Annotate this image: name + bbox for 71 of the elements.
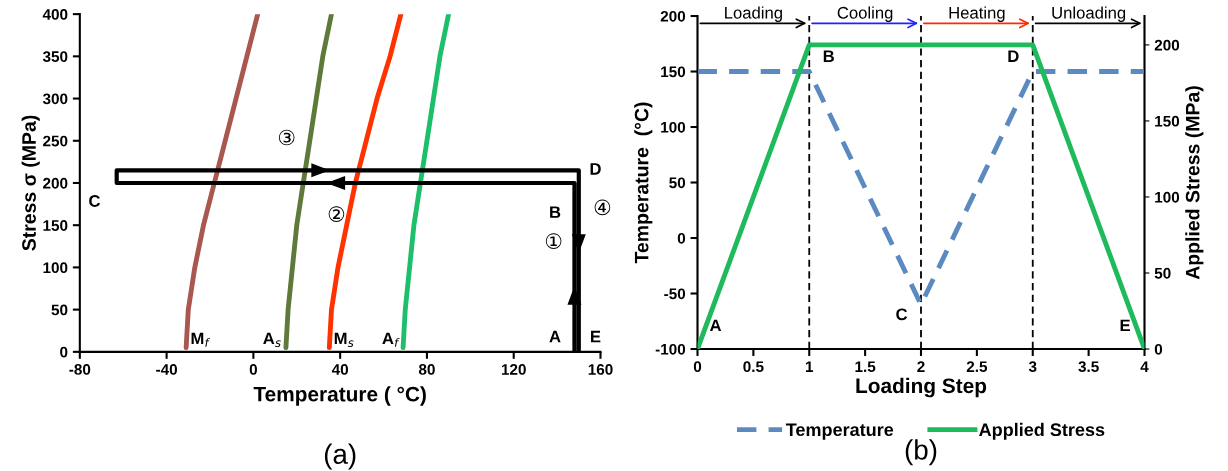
annotation: ② xyxy=(328,206,345,222)
y-tick-label: 50 xyxy=(51,304,68,316)
x-axis-title: Loading Step xyxy=(856,377,987,398)
x-tick-label: 2.5 xyxy=(966,361,988,373)
y2-tick-label: 200 xyxy=(1154,39,1180,51)
x-tick-label: 3.5 xyxy=(1078,361,1099,373)
text: (a) xyxy=(324,443,356,470)
annotation: A xyxy=(549,330,561,343)
y-tick-label: 200 xyxy=(43,177,68,189)
series-label: A$_{f}$ xyxy=(382,332,400,347)
annotation: ③ xyxy=(278,129,295,146)
y2-tick-label: 0 xyxy=(1154,343,1163,355)
series-label: M$_{f}$ xyxy=(191,332,211,347)
x-tick-label: 0 xyxy=(249,364,257,375)
line-series xyxy=(326,14,404,351)
y-tick-label: 350 xyxy=(42,51,68,63)
annotation: B xyxy=(823,50,834,62)
y-tick-label: 300 xyxy=(42,93,68,105)
x-tick-label: 3 xyxy=(1028,361,1037,373)
annotation: A xyxy=(709,319,722,332)
y2-axis-title: Applied Stress (MPa) xyxy=(1185,86,1204,280)
x-tick-label: 4 xyxy=(1140,361,1149,372)
legend-label: Applied Stress xyxy=(979,422,1105,440)
x-tick-label: 1.5 xyxy=(855,361,876,373)
y2-tick-label: 150 xyxy=(1155,115,1180,127)
series-label: M$_{s}$ xyxy=(334,332,354,348)
y-tick-label: -50 xyxy=(664,288,686,300)
x-tick-label: 0.5 xyxy=(743,361,764,373)
annotation: D xyxy=(590,163,601,175)
y-tick-label: 0 xyxy=(677,232,686,244)
y2-tick-label: 100 xyxy=(1155,191,1180,203)
y-axis-title: Stress σ (MPa) xyxy=(21,115,40,251)
x-tick-label: 2 xyxy=(917,361,925,372)
x-axis-title: Temperature ( °C) xyxy=(253,386,426,406)
annotation: D xyxy=(1008,50,1019,62)
x-tick-label: 1 xyxy=(805,361,814,372)
x-tick-label: 80 xyxy=(418,364,435,375)
annotation: E xyxy=(591,330,601,343)
x-tick-label: 120 xyxy=(501,364,526,375)
annotation: Loading xyxy=(725,6,782,22)
x-tick-label: 40 xyxy=(331,364,349,375)
annotation: E xyxy=(1120,319,1130,332)
annotation: ① xyxy=(545,233,562,249)
line-series xyxy=(400,14,452,351)
y-tick-label: 100 xyxy=(43,262,68,274)
series-label: A$_{s}$ xyxy=(263,332,281,348)
x-tick-label: 0 xyxy=(693,361,702,373)
x-tick-label: -40 xyxy=(156,364,178,375)
y-tick-label: -100 xyxy=(655,343,686,355)
y-tick-label: 200 xyxy=(660,10,686,22)
y-tick-label: 0 xyxy=(60,346,68,358)
y-tick-label: 250 xyxy=(43,135,68,147)
y-tick-label: 100 xyxy=(661,121,686,133)
text: (b) xyxy=(905,439,937,466)
line-series xyxy=(183,14,261,351)
y-axis-title: Temperature (°C) xyxy=(634,102,653,264)
annotation: B xyxy=(550,206,561,218)
y-tick-label: 400 xyxy=(42,9,68,20)
y-tick-label: 50 xyxy=(669,177,686,189)
y-tick-label: 150 xyxy=(661,66,686,78)
annotation: C xyxy=(89,195,101,207)
y2-tick-label: 50 xyxy=(1154,267,1171,279)
annotation: C xyxy=(896,308,908,321)
annotation: Cooling xyxy=(837,6,893,22)
annotation: ④ xyxy=(594,199,611,216)
x-tick-label: 160 xyxy=(588,364,613,375)
y-tick-label: 150 xyxy=(43,220,68,231)
x-tick-label: -80 xyxy=(69,364,91,375)
annotation: Unloading xyxy=(1052,6,1126,22)
annotation: Heating xyxy=(949,6,1005,22)
legend-label: Temperature xyxy=(785,423,894,440)
